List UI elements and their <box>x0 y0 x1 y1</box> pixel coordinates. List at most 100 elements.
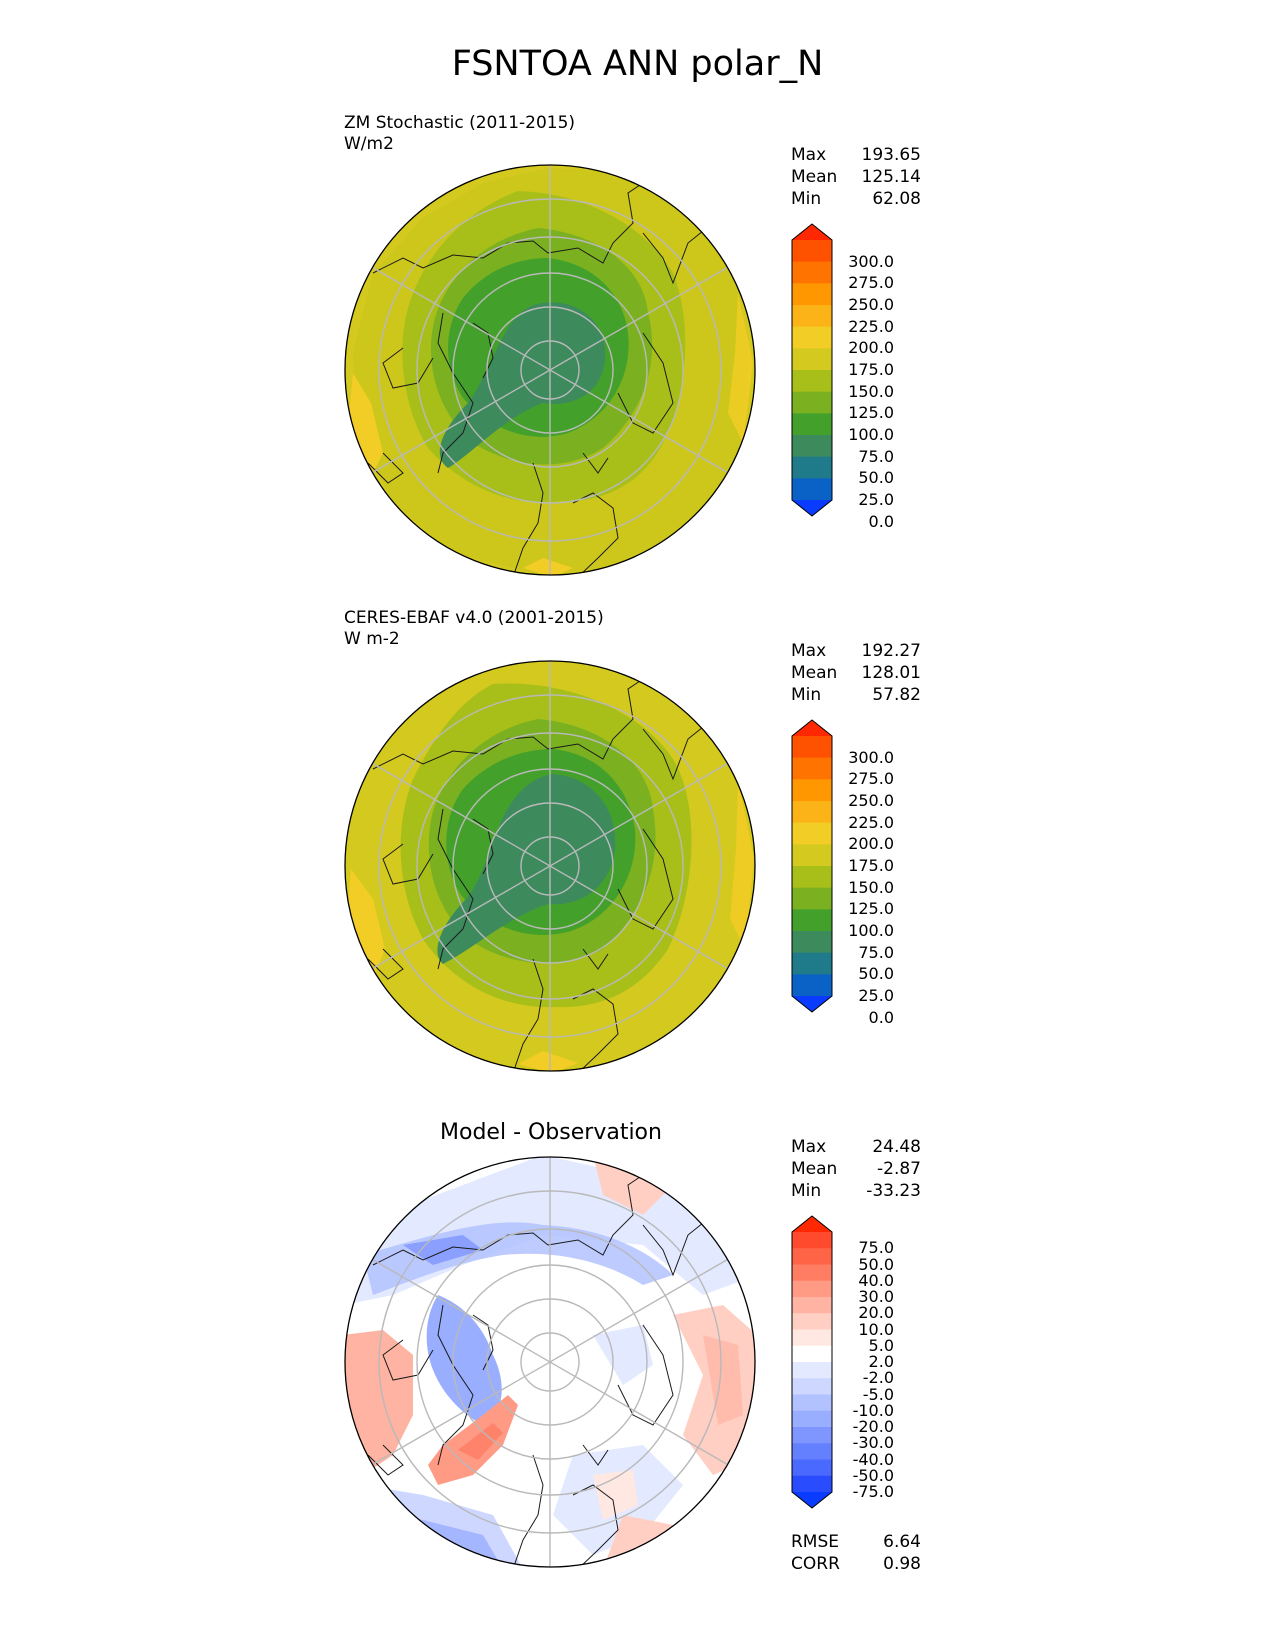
stat-value: 192.27 <box>861 641 921 661</box>
test-stat-mean: Mean 125.14 <box>791 166 921 188</box>
stat-name: Mean <box>791 663 838 683</box>
colorbar-segment <box>792 931 832 954</box>
ref-polar-map <box>344 660 756 1072</box>
stat-value: 193.65 <box>861 145 921 165</box>
colorbar-tick-label: 150.0 <box>848 877 894 897</box>
colorbar-segment <box>792 887 832 910</box>
stat-name: Min <box>791 189 822 209</box>
colorbar-segment <box>792 1329 832 1347</box>
diff-stat-min: Min -33.23 <box>791 1180 921 1202</box>
colorbar-tick-label: 2.0 <box>868 1352 894 1371</box>
colorbar-tick-label: 25.0 <box>858 986 894 1005</box>
colorbar-segment <box>792 1427 832 1444</box>
colorbar-tick-label: 50.0 <box>858 468 894 488</box>
colorbar-segment <box>792 370 832 393</box>
diff-polar-map <box>344 1156 756 1568</box>
colorbar-tick-label: 250.0 <box>848 295 894 314</box>
colorbar-tick-label: 175.0 <box>848 360 894 379</box>
colorbar-tick-label: 5.0 <box>868 1335 894 1355</box>
diff-stats: Max 24.48 Mean -2.87 Min -33.23 <box>791 1136 921 1202</box>
colorbar-tick-label: 150.0 <box>848 381 894 401</box>
colorbar-segment <box>792 844 832 867</box>
test-panel-label: ZM Stochastic (2011-2015) W/m2 <box>344 113 575 155</box>
colorbar-segment <box>792 283 832 306</box>
stat-value: 128.01 <box>861 663 921 683</box>
colorbar-segment <box>792 240 832 263</box>
test-stat-max: Max 193.65 <box>791 144 921 166</box>
test-polar-map <box>344 164 756 576</box>
colorbar-tick-label: 175.0 <box>848 856 894 875</box>
metric-value: 0.98 <box>883 1554 921 1574</box>
stat-value: 57.82 <box>872 685 921 705</box>
colorbar-segment <box>792 478 832 501</box>
stat-value: 24.48 <box>872 1137 921 1157</box>
colorbar-top-extension <box>792 720 832 736</box>
test-dataset-name: ZM Stochastic (2011-2015) <box>344 113 576 133</box>
metric-value: 6.64 <box>883 1532 921 1552</box>
colorbar-segment <box>792 1443 832 1461</box>
metric-name: RMSE <box>791 1532 840 1552</box>
colorbar-tick-label: 75.0 <box>858 1238 894 1258</box>
colorbar-segment <box>792 261 832 284</box>
stat-name: Min <box>791 685 822 705</box>
colorbar-segment <box>792 757 832 780</box>
colorbar-top-extension <box>792 1216 832 1232</box>
colorbar-bottom-extension <box>792 500 832 516</box>
colorbar-tick-label: 200.0 <box>848 834 894 854</box>
colorbar-tick-label: -40.0 <box>852 1449 894 1469</box>
colorbar-segment <box>792 1345 832 1363</box>
colorbar-segment <box>792 1394 832 1412</box>
test-stats: Max 193.65 Mean 125.14 Min 62.08 <box>791 144 921 210</box>
stat-value: 62.08 <box>872 189 921 209</box>
colorbar-tick-label: 225.0 <box>848 316 894 336</box>
colorbar-segment <box>792 435 832 458</box>
metric-name: CORR <box>791 1554 840 1574</box>
colorbar-tick-label: 250.0 <box>848 791 894 810</box>
colorbar-tick-label: 10.0 <box>858 1319 894 1339</box>
colorbar-tick-label: 30.0 <box>858 1287 894 1306</box>
stat-value: 125.14 <box>861 167 921 187</box>
colorbar-bottom-extension <box>792 996 832 1012</box>
colorbar-tick-label: -20.0 <box>852 1417 894 1436</box>
colorbar-tick-label: 275.0 <box>848 769 894 789</box>
colorbar-segment <box>792 1297 832 1314</box>
stat-name: Max <box>791 641 827 661</box>
ref-stats: Max 192.27 Mean 128.01 Min 57.82 <box>791 640 921 706</box>
ref-stat-mean: Mean 128.01 <box>791 662 921 684</box>
colorbar-tick-label: -2.0 <box>862 1368 894 1388</box>
ref-stat-min: Min 57.82 <box>791 684 921 706</box>
colorbar-outline <box>791 719 833 1013</box>
colorbar-tick-label: 0.0 <box>868 1007 894 1027</box>
colorbar-segment <box>792 866 832 889</box>
diff-stat-max: Max 24.48 <box>791 1136 921 1158</box>
colorbar-segment <box>792 736 832 759</box>
corr-row: CORR 0.98 <box>791 1553 921 1575</box>
diff-stat-mean: Mean -2.87 <box>791 1158 921 1180</box>
colorbar-tick-label: 300.0 <box>848 251 894 271</box>
colorbar-tick-label: 50.0 <box>858 964 894 984</box>
colorbar-tick-label: 40.0 <box>858 1270 894 1290</box>
colorbar-tick-label: -30.0 <box>852 1433 894 1453</box>
colorbar-tick-label: 300.0 <box>848 747 894 767</box>
colorbar-outline <box>791 223 833 517</box>
stat-name: Mean <box>791 167 838 187</box>
colorbar-bottom-extension <box>792 1492 832 1508</box>
colorbar-tick-label: 125.0 <box>848 403 894 423</box>
colorbar-segment <box>792 326 832 349</box>
stat-name: Min <box>791 1181 822 1201</box>
colorbar-tick-label: 20.0 <box>858 1303 894 1323</box>
colorbar-segment <box>792 1475 832 1493</box>
test-colorbar <box>791 223 833 517</box>
test-stat-min: Min 62.08 <box>791 188 921 210</box>
colorbar-segment <box>792 909 832 932</box>
colorbar-segment <box>792 305 832 328</box>
colorbar-segment <box>792 1313 832 1331</box>
colorbar-segment <box>792 1280 832 1298</box>
colorbar-outline <box>791 1215 833 1509</box>
stat-value: -33.23 <box>866 1181 921 1201</box>
colorbar-tick-label: 200.0 <box>848 338 894 358</box>
colorbar-segment <box>792 801 832 824</box>
colorbar-segment <box>792 1248 832 1266</box>
ref-dataset-name: CERES-EBAF v4.0 (2001-2015) <box>344 608 604 628</box>
figure-title: FSNTOA ANN polar_N <box>451 44 824 84</box>
